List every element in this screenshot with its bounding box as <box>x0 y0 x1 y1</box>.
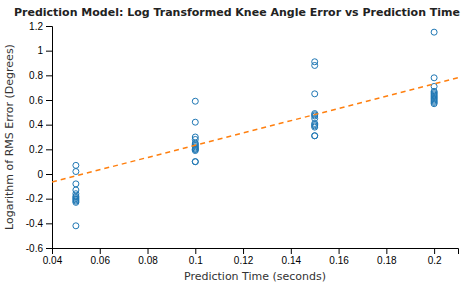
x-axis-tick-mark <box>148 248 149 254</box>
point <box>73 169 79 175</box>
y-axis-tick: -0.6 <box>26 243 52 254</box>
y-axis-tick-mark <box>46 199 52 200</box>
marks <box>52 29 458 229</box>
point <box>431 101 437 107</box>
x-axis-tick: 0.18 <box>377 248 397 266</box>
x-axis-tick: 0.14 <box>282 248 302 266</box>
x-axis-tick: 0.12 <box>234 248 254 266</box>
x-axis-tick-mark <box>100 248 101 254</box>
y-axis-tick-label: 0.6 <box>29 95 43 106</box>
point <box>312 62 318 68</box>
y-axis-tick-label: 0 <box>37 169 43 180</box>
y-axis-tick-label: 0.8 <box>29 70 43 81</box>
y-axis-tick-label: 0.2 <box>29 144 43 155</box>
x-axis-tick-label: 0.04 <box>43 255 63 266</box>
y-axis-title: Logarithm of RMS Error (Degrees) <box>3 44 16 230</box>
y-axis-tick-mark <box>46 100 52 101</box>
x-axis-tick-label: 0.1 <box>189 255 203 266</box>
x-axis-tick-label: 0.18 <box>377 255 397 266</box>
y-axis-tick-mark <box>46 149 52 150</box>
point <box>192 119 198 125</box>
point <box>192 98 198 104</box>
x-axis-tick-mark <box>339 248 340 254</box>
y-axis-tick-mark <box>46 174 52 175</box>
y-axis-tick-mark <box>46 125 52 126</box>
point <box>192 159 198 165</box>
y-axis-tick: 0 <box>37 169 52 180</box>
y-axis-tick-label: 1.2 <box>29 21 43 32</box>
x-axis-tick-label: 0.06 <box>91 255 111 266</box>
chart: 0.040.060.080.10.120.140.160.180.2-0.6-0… <box>0 0 474 286</box>
x-axis-tick: 0.16 <box>329 248 349 266</box>
point <box>431 75 437 81</box>
point <box>73 181 79 187</box>
point <box>73 199 79 205</box>
point <box>312 133 318 139</box>
point <box>73 162 79 168</box>
y-axis-tick: 1 <box>37 45 52 56</box>
y-axis-tick: 0.4 <box>29 119 52 130</box>
x-axis-tick-mark <box>195 248 196 254</box>
point <box>192 159 198 165</box>
y-axis-tick: -0.4 <box>26 218 52 229</box>
y-axis-tick-mark <box>46 75 52 76</box>
y-axis-tick: 0.8 <box>29 70 52 81</box>
point <box>312 124 318 130</box>
x-axis-tick-mark <box>243 248 244 254</box>
y-axis-tick-mark <box>46 26 52 27</box>
y-axis-tick-label: -0.4 <box>26 218 44 229</box>
x-axis-tick: 0.04 <box>43 248 63 266</box>
y-axis-domain <box>46 27 53 249</box>
plot: 0.040.060.080.10.120.140.160.180.2-0.6-0… <box>26 21 459 266</box>
y-axis-tick: -0.2 <box>26 193 52 204</box>
y-axis-tick-label: -0.2 <box>26 193 44 204</box>
y-axis-tick-label: 1 <box>37 45 43 56</box>
x-axis-tick: 0.06 <box>91 248 111 266</box>
title: Prediction Model: Log Transformed Knee A… <box>14 6 460 19</box>
point <box>312 133 318 139</box>
y-axis-tick-mark <box>46 223 52 224</box>
point <box>192 148 198 154</box>
x-axis-tick-label: 0.16 <box>329 255 349 266</box>
x-axis-tick-label: 0.08 <box>138 255 158 266</box>
x-axis-tick-label: 0.2 <box>428 255 442 266</box>
x-axis: 0.04 0.06 0.08 0.1 0.12 0.14 0.16 0.18 0.2 <box>43 248 459 266</box>
x-axis-tick: 0.2 <box>428 248 442 266</box>
y-axis: -0.6 -0.4 -0.2 0 0.2 0.4 0.6 0.8 1 1.2 <box>26 21 53 254</box>
point <box>431 29 437 35</box>
point <box>312 91 318 97</box>
x-axis-title: Prediction Time (seconds) <box>184 270 326 283</box>
line <box>52 78 458 182</box>
x-axis-tick-mark <box>434 248 435 254</box>
x-axis-domain <box>53 249 459 255</box>
y-axis-tick-mark <box>46 51 52 52</box>
x-axis-tick-label: 0.12 <box>234 255 254 266</box>
y-axis-tick: 0.6 <box>29 95 52 106</box>
point <box>73 223 79 229</box>
x-axis-tick: 0.1 <box>189 248 203 266</box>
x-axis-tick-mark <box>291 248 292 254</box>
y-axis-tick-label: 0.4 <box>29 119 43 130</box>
y-axis-tick: 0.2 <box>29 144 52 155</box>
y-axis-tick-mark <box>46 248 52 249</box>
x-axis-tick-label: 0.14 <box>282 255 302 266</box>
y-axis-tick-label: -0.6 <box>26 243 44 254</box>
x-axis-tick: 0.08 <box>138 248 158 266</box>
x-axis-tick-mark <box>386 248 387 254</box>
y-axis-tick: 1.2 <box>29 21 52 32</box>
